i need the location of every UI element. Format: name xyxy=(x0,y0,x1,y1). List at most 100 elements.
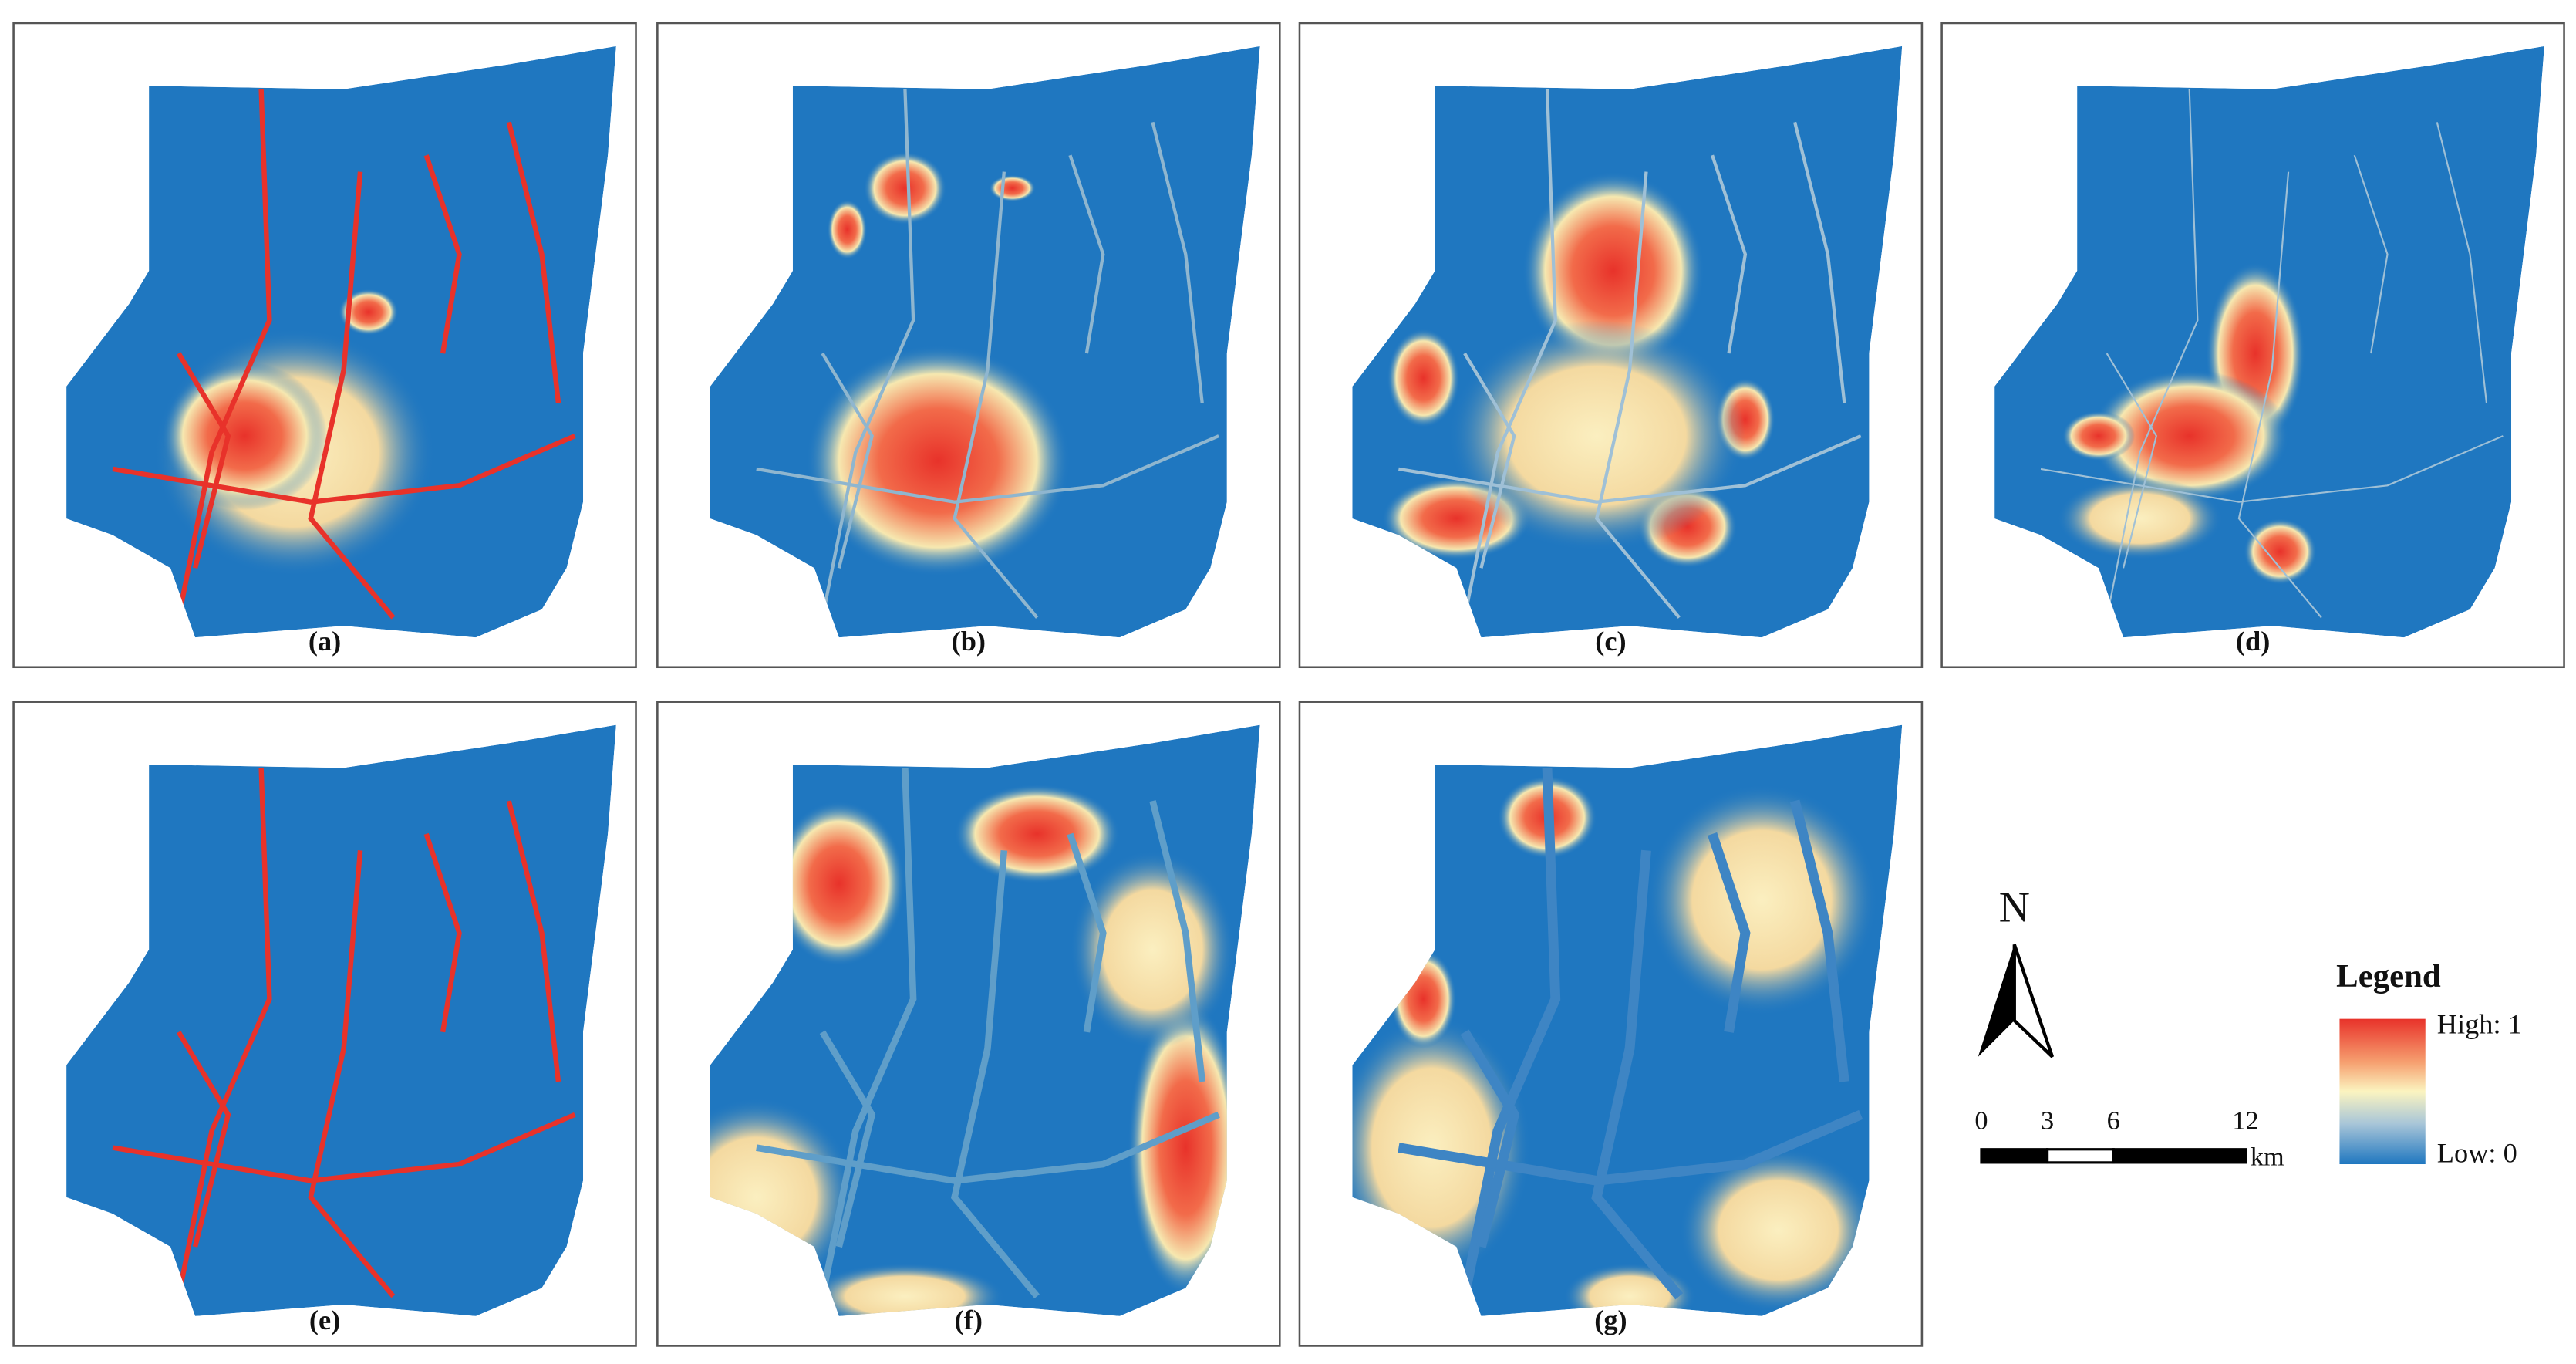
map-content xyxy=(1994,46,2544,638)
panel-label: (a) xyxy=(309,626,341,657)
road xyxy=(2106,353,2158,569)
panel-label: (d) xyxy=(2236,626,2270,657)
road xyxy=(1460,1029,1520,1248)
scale-segment xyxy=(2112,1148,2247,1164)
suitability-zone xyxy=(954,784,1120,884)
map-content xyxy=(1352,46,1903,638)
road xyxy=(819,1030,876,1248)
suitability-zone xyxy=(2062,410,2136,461)
scale-bar: 0 3 6 12 km xyxy=(1974,1106,2284,1171)
panel-label: (c) xyxy=(1595,626,1626,657)
road xyxy=(953,171,1039,619)
road xyxy=(1151,121,1204,403)
road xyxy=(2237,171,2322,619)
suitability-zone xyxy=(1679,1147,1878,1313)
road xyxy=(1591,849,1684,1300)
road xyxy=(819,768,917,1298)
road xyxy=(2040,435,2504,503)
road xyxy=(821,352,874,569)
suitability-zone xyxy=(162,361,328,511)
suitability-zone xyxy=(863,151,946,225)
scale-tick-label: 0 xyxy=(1974,1106,1988,1135)
scale-tick-label: 12 xyxy=(2232,1106,2258,1135)
map-content xyxy=(710,46,1260,638)
road xyxy=(1463,352,1516,569)
scale-tick-label: 3 xyxy=(2041,1106,2054,1135)
road xyxy=(1793,121,1846,403)
road xyxy=(2106,89,2199,618)
suitability-zone xyxy=(1070,850,1236,1049)
suitability-zone xyxy=(1522,171,1704,370)
legend-high: High: 1 xyxy=(2437,1009,2522,1040)
suitability-zone xyxy=(1387,328,1460,428)
map-panel: (g) xyxy=(1298,701,1924,1347)
legend-title: Legend xyxy=(2336,958,2441,994)
north-arrow-left xyxy=(1978,944,2015,1057)
map-panel: (c) xyxy=(1298,22,1924,669)
road xyxy=(308,850,396,1298)
road xyxy=(1789,799,1849,1082)
suitability-zone xyxy=(827,199,868,260)
road xyxy=(176,768,272,1297)
road xyxy=(1594,171,1681,619)
panel-label: (g) xyxy=(1594,1305,1627,1335)
road xyxy=(1459,768,1561,1298)
scale-tick-label: 6 xyxy=(2107,1106,2120,1135)
road xyxy=(950,849,1040,1298)
map-panel: (e) xyxy=(12,701,637,1347)
map-content xyxy=(66,724,616,1316)
scale-segment xyxy=(1980,1148,2049,1164)
map-content xyxy=(66,46,616,638)
road xyxy=(176,89,272,619)
road xyxy=(423,154,462,354)
panel-label: (f) xyxy=(955,1305,983,1335)
suitability-zone xyxy=(1128,998,1244,1297)
scale-unit: km xyxy=(2251,1142,2284,1171)
scale-segment xyxy=(2045,1148,2115,1164)
panels: (a) (b) (c) (d) (e) (f) (g) xyxy=(12,22,2565,1347)
north-arrow-right xyxy=(2012,944,2055,1058)
road xyxy=(2436,122,2488,403)
map-panel: (a) xyxy=(12,22,637,669)
suitability-zone xyxy=(2090,370,2289,502)
road xyxy=(176,352,231,569)
road xyxy=(756,434,1219,504)
road xyxy=(112,434,576,505)
road xyxy=(506,800,561,1082)
road xyxy=(756,1111,1220,1184)
road xyxy=(506,121,561,403)
road xyxy=(1462,89,1557,618)
road xyxy=(821,89,915,618)
road xyxy=(2353,154,2389,354)
map-panel: (d) xyxy=(1940,22,2565,669)
map-panel: (b) xyxy=(656,22,1281,669)
suitability-zone xyxy=(2244,518,2317,585)
suitability-zone xyxy=(1646,784,1878,1016)
suitability-zone xyxy=(989,174,1036,202)
map-panel: (f) xyxy=(656,701,1281,1347)
north-arrow: N xyxy=(1978,883,2055,1058)
map-content xyxy=(1352,724,1903,1316)
panel-label: (e) xyxy=(309,1305,340,1335)
north-label: N xyxy=(1999,883,2030,931)
suitability-zone xyxy=(773,801,905,967)
road xyxy=(423,832,462,1033)
road xyxy=(308,171,396,620)
legend: Legend High: 1 Low: 0 xyxy=(2336,958,2522,1169)
road xyxy=(176,1031,231,1248)
suitability-zone xyxy=(805,345,1071,577)
road xyxy=(1068,154,1105,354)
map-content xyxy=(710,724,1260,1316)
road xyxy=(112,1112,576,1183)
road xyxy=(1149,800,1205,1082)
road xyxy=(1067,832,1107,1033)
legend-low: Low: 0 xyxy=(2437,1138,2517,1169)
road xyxy=(1708,832,1751,1033)
panel-label: (b) xyxy=(952,626,986,657)
suitability-zone xyxy=(339,289,399,336)
suitability-zone xyxy=(2057,477,2223,560)
road xyxy=(1711,154,1748,354)
legend-ramp xyxy=(2339,1018,2426,1165)
